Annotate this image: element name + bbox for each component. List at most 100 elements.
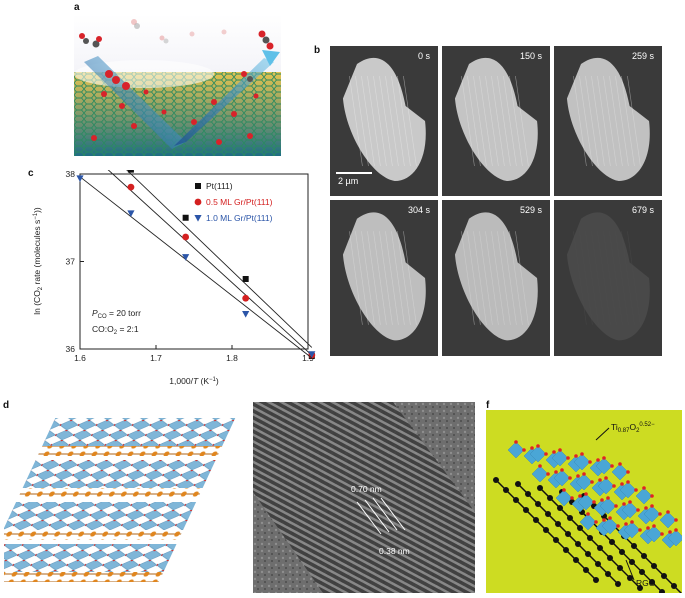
oxygen-atom — [522, 448, 526, 452]
oxygen-atom — [582, 472, 586, 476]
rgo-bead — [533, 517, 539, 523]
x-tick-label: 1.9 — [302, 353, 314, 363]
rgo-bead — [629, 559, 635, 565]
oxygen-atom — [584, 492, 588, 496]
rgo-bead — [493, 477, 499, 483]
panel-f-schematic: Ti0.87O20.52− RGO — [486, 410, 682, 593]
layered-crystal-structure — [4, 418, 236, 582]
legend-label: 1.0 ML Gr/Pt(111) — [206, 213, 273, 223]
ti-octahedron — [619, 481, 637, 499]
tem-flake — [566, 57, 650, 182]
rgo-bead — [537, 485, 543, 491]
rgo-bead — [607, 555, 613, 561]
oxygen-atom — [538, 464, 542, 468]
oxygen-atom — [650, 494, 654, 498]
oxygen-atom — [544, 452, 548, 456]
ti-octahedron — [573, 453, 591, 471]
rgo-bead — [637, 585, 643, 591]
legend-marker — [194, 198, 202, 206]
rgo-bead — [609, 539, 615, 545]
rgo-bead — [503, 487, 509, 493]
rgo-bead — [565, 531, 571, 537]
ti-octahedron — [667, 529, 682, 547]
scale-bar — [336, 172, 372, 174]
oxygen-atom — [668, 530, 672, 534]
oxygen-atom — [530, 446, 534, 450]
oxygen-atom — [626, 480, 630, 484]
ti-octahedron — [575, 473, 593, 491]
ti-octahedron — [555, 489, 573, 507]
tem-timestamp: 679 s — [631, 205, 654, 215]
ti-octahedron — [643, 505, 661, 523]
oxygen-atom — [612, 484, 616, 488]
oxygen-atom — [602, 518, 606, 522]
oxygen-atom — [552, 450, 556, 454]
rgo-bead — [605, 571, 611, 577]
rgo-bead — [553, 537, 559, 543]
tem-flake — [454, 57, 538, 182]
data-point-triangle — [242, 311, 250, 318]
ti-octahedron — [553, 469, 571, 487]
oxygen-atom — [666, 510, 670, 514]
fit-line — [79, 176, 313, 359]
ti-rgo-schematic: Ti0.87O20.52− RGO — [493, 422, 682, 593]
fit-line — [126, 170, 313, 348]
ti-octahedron — [635, 487, 653, 505]
hrtem-image: 0.70 nm 0.38 nm — [253, 402, 475, 593]
ti-octahedron — [601, 517, 619, 535]
oxygen-atom — [624, 522, 628, 526]
rgo-label: RGO — [636, 578, 656, 588]
data-point-square — [242, 276, 249, 282]
x-tick-label: 1.6 — [74, 353, 86, 363]
oxygen-atom — [610, 464, 614, 468]
tem-flake — [342, 57, 426, 182]
rgo-bead — [661, 573, 667, 579]
rgo-bead — [615, 581, 621, 587]
x-axis-label: 1,000/T (K−1) — [169, 376, 219, 386]
oxygen-atom — [594, 520, 598, 524]
rgo-bead — [515, 481, 521, 487]
ti-octahedron — [507, 441, 525, 459]
rgo-bead — [583, 567, 589, 573]
y-tick-label: 37 — [66, 257, 76, 267]
rgo-bead — [651, 563, 657, 569]
panel-a-label: a — [74, 2, 80, 13]
oxygen-atom — [600, 498, 604, 502]
rgo-bead — [523, 507, 529, 513]
oxygen-atom — [636, 508, 640, 512]
oxygen-atom — [596, 458, 600, 462]
graphene-surface-image — [74, 14, 281, 156]
oxygen-atom — [536, 444, 540, 448]
ti-octahedron — [659, 511, 677, 529]
lattice-spacing-070: 0.70 nm — [351, 484, 382, 494]
oxygen-atom — [674, 528, 678, 532]
ti-octahedron — [645, 525, 663, 543]
oxygen-atom — [602, 456, 606, 460]
rgo-bead — [619, 549, 625, 555]
oxygen-atom — [570, 496, 574, 500]
data-point-triangle — [127, 210, 135, 217]
ti-octahedron — [595, 457, 613, 475]
rgo-bead — [587, 535, 593, 541]
panel-d-label: d — [3, 400, 10, 411]
rgo-bead — [595, 561, 601, 567]
oxygen-atom — [562, 488, 566, 492]
tem-timestamp: 0 s — [417, 51, 430, 61]
tem-frame-5: 529 s — [442, 200, 550, 356]
pco-annotation: PCO = 20 torr — [92, 308, 141, 320]
ti-octahedron — [599, 497, 617, 515]
rgo-bead — [575, 541, 581, 547]
legend-label: Pt(111) — [206, 181, 233, 191]
tem-frame-3: 259 s — [554, 46, 662, 196]
panel-c-chart: ln (CO2 rate (molecules s−1)) 1,000/T (K… — [30, 170, 320, 395]
tem-flake — [342, 212, 426, 341]
ti-octahedron — [611, 463, 629, 481]
y-axis-label: ln (CO2 rate (molecules s−1)) — [32, 207, 44, 315]
legend-marker — [195, 183, 201, 189]
rgo-bead — [671, 583, 677, 589]
rgo-bead — [543, 527, 549, 533]
rgo-bead — [545, 511, 551, 517]
oxygen-atom — [566, 456, 570, 460]
scale-bar-label: 2 µm — [338, 176, 359, 186]
rgo-bead — [585, 551, 591, 557]
